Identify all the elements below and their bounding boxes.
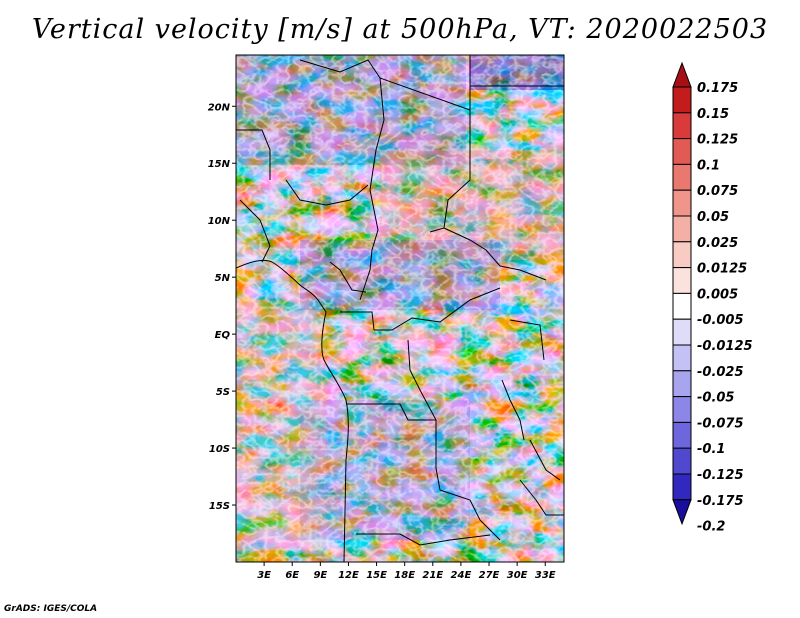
colorbar-label: -0.1: [697, 442, 725, 457]
velocity-field: [236, 55, 564, 562]
colorbar-swatch: [672, 370, 692, 398]
lon-tick-label: 24E: [451, 570, 472, 581]
colorbar-top-arrow: [672, 61, 692, 88]
colorbar-label: 0.025: [697, 236, 738, 251]
colorbar-label: -0.125: [697, 468, 744, 483]
colorbar-swatch: [672, 163, 692, 191]
lat-tick-label: EQ: [215, 330, 231, 341]
colorbar-swatch: [672, 215, 692, 243]
lon-tick-label: 21E: [422, 570, 443, 581]
colorbar-swatch: [672, 396, 692, 423]
colorbar-swatch: [672, 318, 692, 346]
colorbar-label: 0.1: [697, 158, 720, 173]
colorbar-label: -0.025: [697, 365, 744, 380]
colorbar-label: 0.075: [697, 184, 738, 199]
colorbar-swatch: [672, 447, 692, 475]
colorbar-swatch: [672, 344, 692, 372]
lon-tick-label: 6E: [285, 570, 299, 581]
colorbar-swatch: [672, 421, 692, 449]
colorbar-swatch: [672, 292, 692, 320]
colorbar-label: 0.125: [697, 133, 738, 148]
colorbar-label: 0.175: [697, 81, 738, 96]
lon-tick-label: 9E: [313, 570, 327, 581]
lon-tick-label: 30E: [507, 570, 528, 581]
colorbar-label: 0.15: [697, 107, 729, 122]
lon-tick-label: 33E: [535, 570, 556, 581]
colorbar-label: -0.2: [697, 520, 725, 535]
lat-tick-label: 5S: [216, 387, 230, 398]
colorbar-swatch: [672, 189, 692, 217]
lat-tick-label: 5N: [215, 273, 231, 284]
colorbar-swatch: [672, 473, 692, 501]
colorbar-swatch: [672, 86, 692, 114]
colorbar-swatch: [672, 112, 692, 140]
lon-tick-label: 15E: [366, 570, 387, 581]
colorbar-swatch: [672, 241, 692, 269]
colorbar-label: -0.175: [697, 494, 744, 509]
colorbar-label: -0.0125: [697, 339, 753, 354]
lon-tick-label: 3E: [257, 570, 271, 581]
colorbar-label: -0.05: [697, 391, 734, 406]
lat-tick-label: 15S: [209, 501, 230, 512]
colorbar-label: -0.005: [697, 313, 744, 328]
colorbar-swatch: [672, 267, 692, 294]
lat-tick-label: 10N: [208, 216, 231, 227]
lat-tick-label: 15N: [208, 159, 231, 170]
plot-frame: [235, 54, 565, 563]
colorbar-label: 0.005: [697, 287, 738, 302]
grads-credit: GrADS: IGES/COLA: [4, 604, 98, 614]
lon-tick-label: 12E: [338, 570, 359, 581]
chart-title: Vertical velocity [m/s] at 500hPa, VT: 2…: [31, 14, 769, 45]
colorbar-label: 0.05: [697, 210, 729, 225]
lat-tick-label: 10S: [209, 444, 230, 455]
colorbar-bottom-arrow: [672, 499, 692, 526]
lon-tick-label: 18E: [394, 570, 415, 581]
lon-tick-label: 27E: [479, 570, 500, 581]
colorbar-swatch: [672, 138, 692, 165]
colorbar-label: -0.075: [697, 416, 744, 431]
lat-tick-label: 20N: [208, 102, 231, 113]
colorbar-label: 0.0125: [697, 262, 747, 277]
